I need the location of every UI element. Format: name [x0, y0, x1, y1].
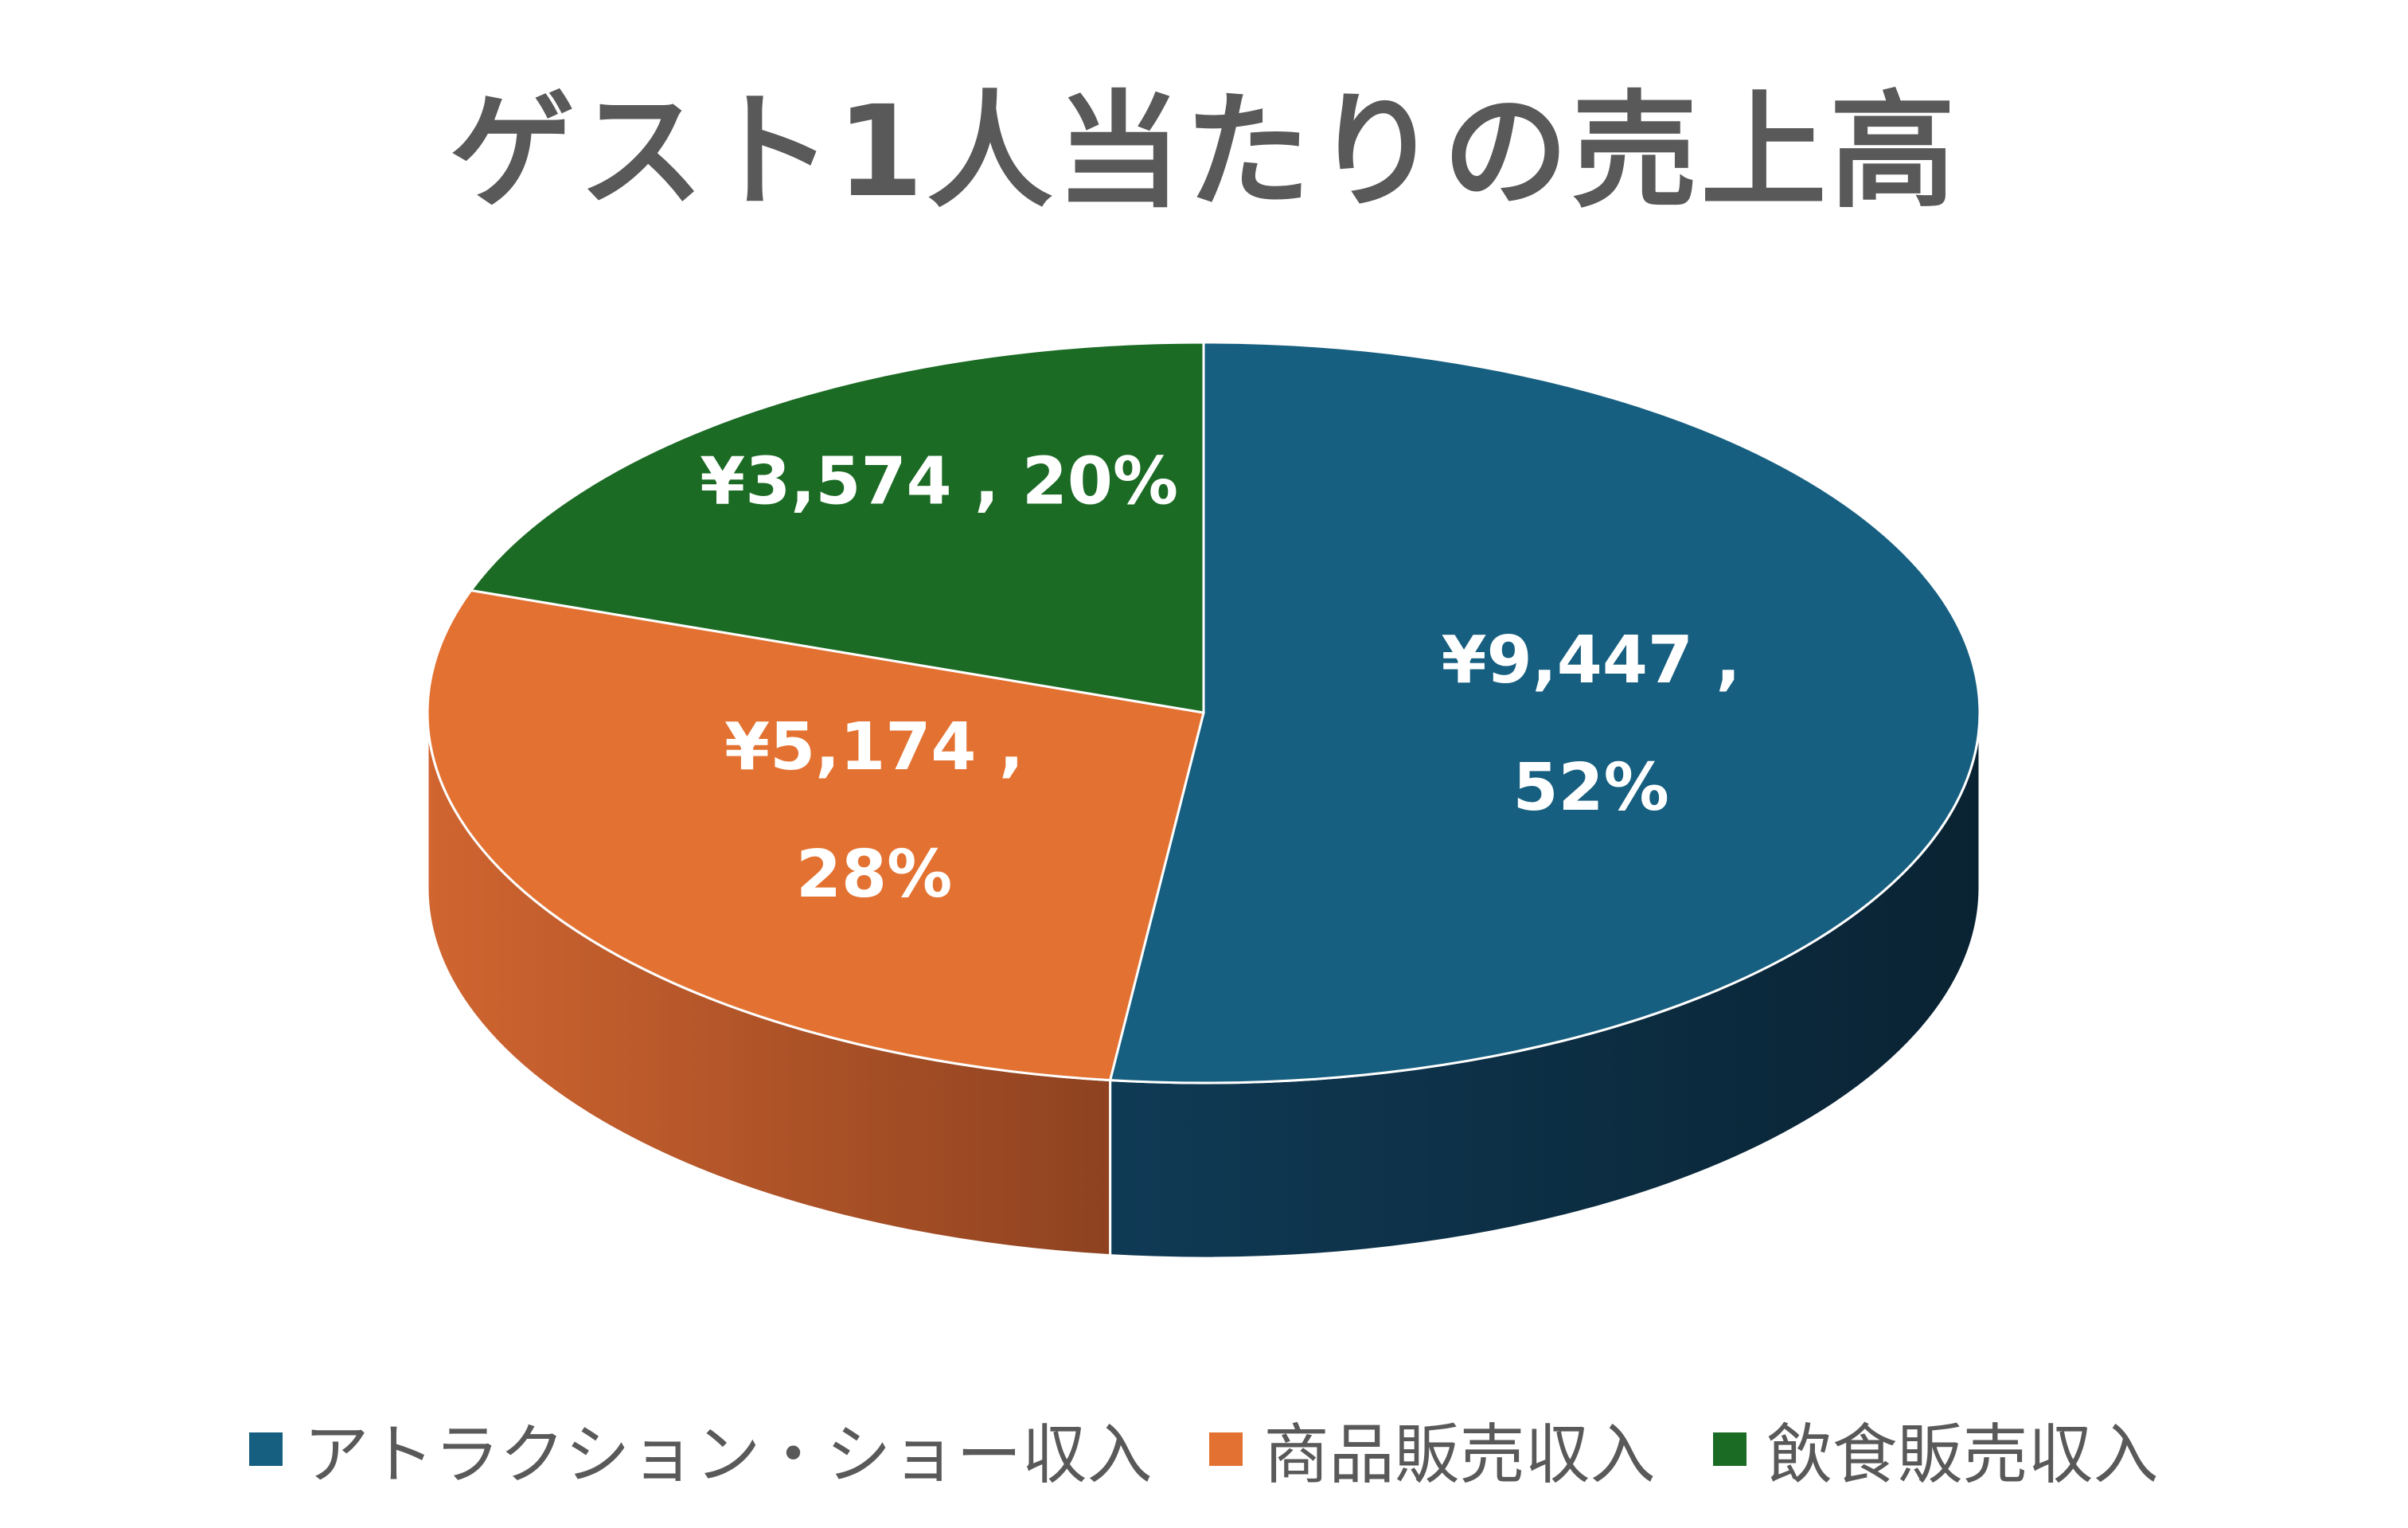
legend-swatch-food [1712, 1432, 1746, 1466]
legend-swatch-merchandise [1209, 1432, 1243, 1466]
legend-label-attraction: アトラクション・ショー収入 [303, 1417, 1153, 1493]
legend-label-merchandise: 商品販売収入 [1263, 1417, 1656, 1493]
pie-tops [426, 341, 1981, 1084]
pie-labels: ¥9,447 , 52% ¥5,174 , 28% ¥3,574 , 20% [700, 444, 1741, 913]
legend-swatch-attraction [249, 1432, 283, 1466]
data-label-merchandise-value: ¥5,174 , [724, 709, 1024, 785]
legend: アトラクション・ショー収入 商品販売収入 飲食販売収入 [0, 1401, 2408, 1496]
data-label-attraction-percent: 52% [1512, 750, 1668, 826]
legend-label-food: 飲食販売収入 [1766, 1417, 2159, 1493]
legend-item-attraction: アトラクション・ショー収入 [249, 1401, 1152, 1496]
pie-slice-merchandise [426, 588, 1205, 1082]
data-label-merchandise-percent: 28% [796, 837, 952, 913]
pie-slice-attraction [1108, 341, 1981, 1084]
data-label-attraction-value: ¥9,447 , [1442, 623, 1741, 698]
chart-title: ゲスト1人当たりの売上高 [449, 79, 1959, 225]
legend-item-merchandise: 商品販売収入 [1209, 1401, 1656, 1496]
data-label-food-value: ¥3,574 , 20% [700, 444, 1178, 520]
pie-slice-food [469, 341, 1205, 714]
legend-item-food: 飲食販売収入 [1712, 1401, 2159, 1496]
